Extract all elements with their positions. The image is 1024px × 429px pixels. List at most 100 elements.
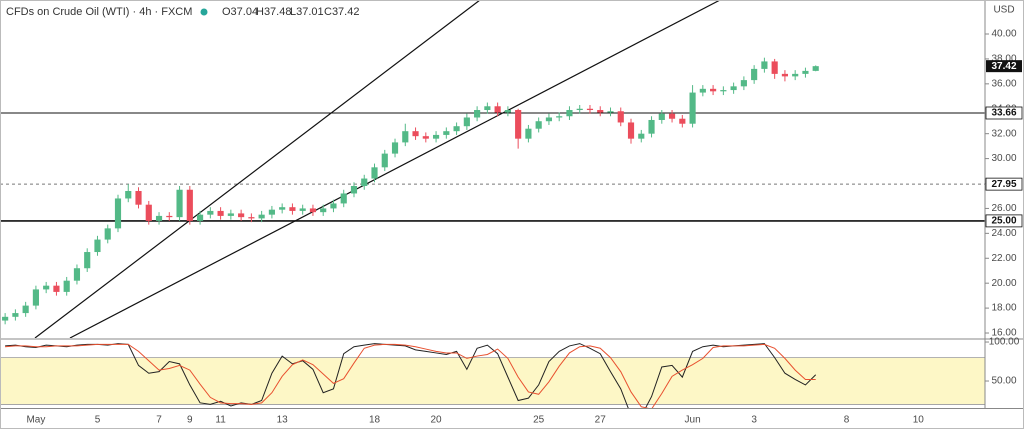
candle-body bbox=[94, 239, 101, 253]
candle-body bbox=[668, 113, 676, 119]
candle-body bbox=[545, 117, 553, 122]
candle-body bbox=[494, 106, 501, 113]
candle-body bbox=[32, 289, 39, 306]
candle-body bbox=[73, 268, 81, 281]
y-tick-label: 30.00 bbox=[991, 153, 1016, 164]
candle-body bbox=[453, 126, 460, 132]
candle-body bbox=[740, 80, 747, 87]
y-tick-label: 22.00 bbox=[991, 253, 1016, 264]
x-tick-label: 5 bbox=[95, 415, 101, 426]
x-tick-label: 18 bbox=[369, 415, 381, 426]
trendline bbox=[69, 0, 721, 338]
candle-body bbox=[597, 110, 604, 113]
candle-body bbox=[258, 214, 265, 219]
candle-body bbox=[535, 121, 542, 129]
candle-body bbox=[751, 68, 758, 81]
level-tag bbox=[985, 214, 1023, 228]
candle-body bbox=[155, 215, 163, 221]
candle-body bbox=[361, 178, 368, 187]
oscillator-line bbox=[5, 343, 817, 408]
x-tick-label: 10 bbox=[913, 415, 925, 426]
candle-body bbox=[720, 90, 727, 92]
level-tag bbox=[985, 177, 1023, 191]
ohlc-label: H37.48 bbox=[256, 6, 291, 18]
candle-body bbox=[289, 207, 296, 211]
candle-body bbox=[309, 208, 317, 213]
x-tick-label: 13 bbox=[277, 415, 289, 426]
x-tick-label: 20 bbox=[431, 415, 443, 426]
y-tick-label: 38.00 bbox=[991, 54, 1016, 65]
candle-body bbox=[463, 117, 470, 127]
candle-body bbox=[658, 113, 665, 120]
y-tick-label: 20.00 bbox=[991, 278, 1016, 289]
candle-body bbox=[12, 313, 19, 317]
y-tick-label: 16.00 bbox=[991, 328, 1016, 339]
status-dot bbox=[200, 8, 208, 16]
candle-body bbox=[2, 316, 9, 321]
ohlc-label: O37.04 bbox=[222, 6, 258, 18]
candle-body bbox=[104, 228, 111, 240]
candle-body bbox=[371, 167, 378, 179]
candle-body bbox=[699, 88, 706, 93]
candle-body bbox=[504, 110, 511, 113]
candle-body bbox=[402, 131, 409, 143]
last-price-tag bbox=[986, 60, 1022, 73]
x-tick-label: 25 bbox=[533, 415, 545, 426]
candle-body bbox=[781, 73, 788, 77]
candle-body bbox=[484, 106, 491, 111]
x-tick-label: May bbox=[26, 415, 45, 426]
x-tick-label: 27 bbox=[595, 415, 607, 426]
candle-body bbox=[340, 193, 347, 204]
trendline bbox=[34, 0, 481, 338]
y-tick-label: 50.00 bbox=[991, 376, 1016, 387]
candle-body bbox=[730, 86, 737, 91]
candle-body bbox=[217, 210, 224, 216]
candle-body bbox=[802, 70, 809, 74]
level-tag-label: 25.00 bbox=[991, 216, 1016, 227]
last-price-label: 37.42 bbox=[991, 61, 1016, 72]
candle-body bbox=[22, 305, 29, 314]
candle-body bbox=[627, 122, 635, 139]
candle-body bbox=[566, 110, 573, 117]
x-tick-label: Jun bbox=[685, 415, 701, 426]
candle-body bbox=[63, 280, 70, 292]
y-tick-label: 40.00 bbox=[991, 29, 1016, 40]
candle-body bbox=[135, 190, 142, 205]
candle-body bbox=[576, 108, 583, 111]
candle-body bbox=[432, 134, 440, 139]
candle-body bbox=[812, 66, 819, 71]
candle-body bbox=[474, 110, 481, 118]
candle-body bbox=[299, 208, 306, 211]
candle-body bbox=[227, 213, 234, 216]
y-tick-label: 32.00 bbox=[991, 128, 1016, 139]
candle-body bbox=[648, 119, 655, 134]
candle-body bbox=[638, 133, 645, 139]
candle-body bbox=[586, 108, 594, 111]
ohlc-label: C37.42 bbox=[324, 6, 359, 18]
level-tag-label: 27.95 bbox=[991, 179, 1016, 190]
candle-body bbox=[443, 131, 450, 135]
candle-body bbox=[53, 285, 60, 292]
candle-body bbox=[320, 208, 327, 213]
currency-label: USD bbox=[993, 5, 1014, 16]
candle-body bbox=[330, 203, 337, 209]
candle-body bbox=[556, 116, 563, 118]
y-tick-label: 100.00 bbox=[989, 337, 1020, 348]
x-tick-label: 3 bbox=[751, 415, 757, 426]
candle-body bbox=[617, 111, 624, 123]
candle-body bbox=[761, 61, 768, 69]
candle-body bbox=[391, 142, 399, 154]
candle-body bbox=[166, 215, 173, 218]
x-tick-label: 7 bbox=[156, 415, 162, 426]
candle-body bbox=[792, 73, 799, 77]
price-pane bbox=[0, 0, 985, 338]
candle-body bbox=[186, 189, 193, 221]
oscillator-line bbox=[5, 343, 816, 408]
candle-body bbox=[114, 198, 122, 229]
oscillator-pane bbox=[0, 343, 985, 408]
candle-body bbox=[176, 189, 183, 218]
candle-body bbox=[207, 210, 214, 215]
candle-body bbox=[238, 213, 245, 218]
